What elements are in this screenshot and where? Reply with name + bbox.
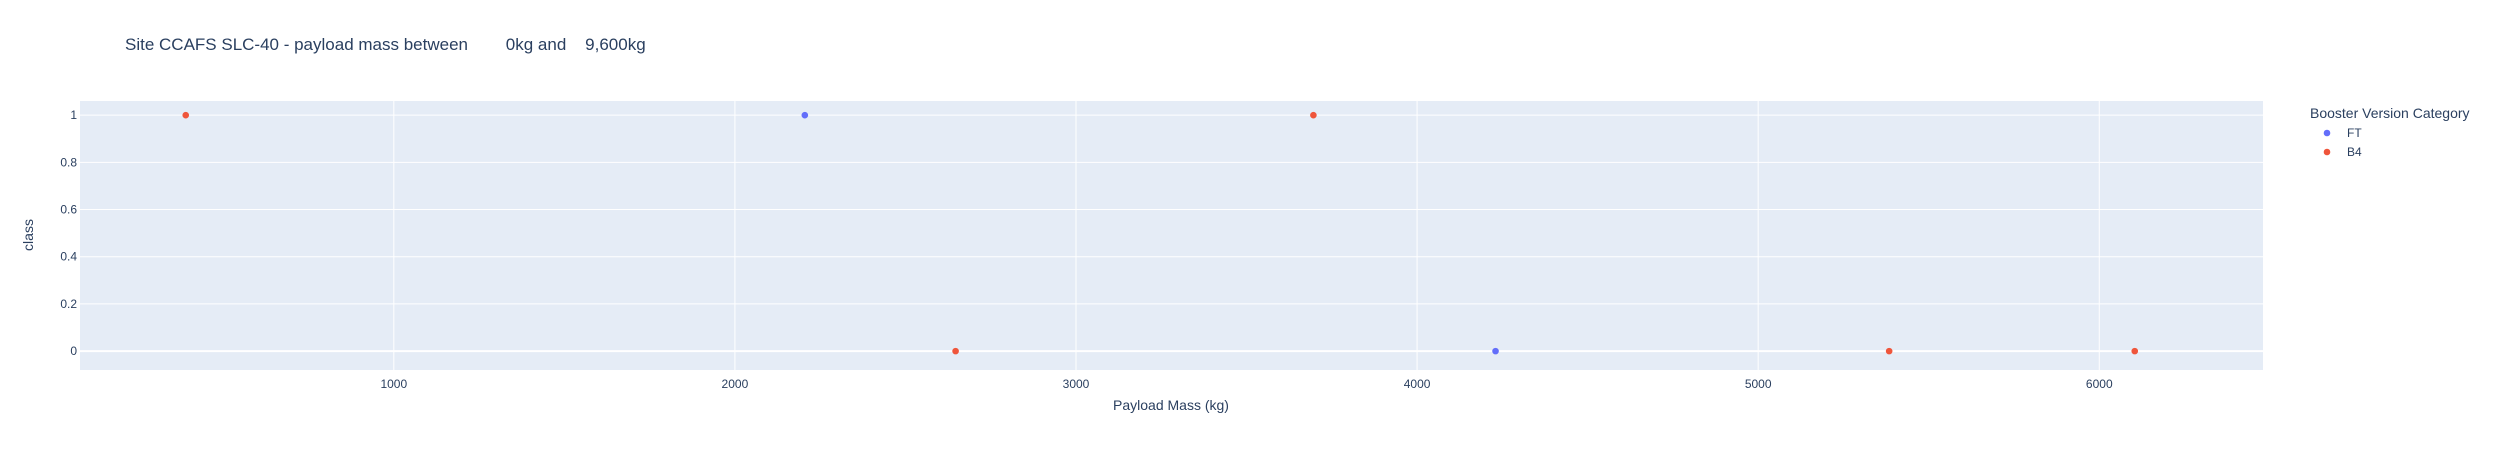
legend[interactable]: FT B4 (2323, 126, 2363, 159)
chart-title: Site CCAFS SLC-40 - payload mass between… (125, 35, 646, 54)
tick-labels: 1000 2000 3000 4000 5000 6000 0 0.2 0.4 0.6 0.8 1 (60, 108, 2113, 391)
data-point-ft (801, 111, 809, 119)
legend-marker (2323, 129, 2331, 137)
x-tick-label: 4000 (1404, 377, 1431, 391)
data-point-b4 (952, 347, 959, 355)
y-tick-label: 0 (70, 344, 77, 358)
y-tick-label: 1 (70, 108, 77, 122)
data-point-b4 (1885, 347, 1893, 355)
y-axis-title: class (20, 219, 36, 251)
x-tick-label: 3000 (1063, 377, 1090, 391)
legend-item-b4[interactable]: B4 (2323, 145, 2362, 159)
y-tick-label: 0.2 (60, 297, 77, 311)
plot-background (80, 101, 2263, 370)
y-tick-label: 0.6 (60, 203, 77, 217)
y-tick-label: 0.8 (60, 155, 77, 169)
data-point-b4 (182, 111, 190, 119)
legend-title: Booster Version Category (2310, 105, 2470, 121)
legend-label: B4 (2347, 145, 2362, 159)
x-tick-label: 2000 (722, 377, 749, 391)
legend-item-ft[interactable]: FT (2323, 126, 2363, 140)
x-tick-label: 1000 (380, 377, 407, 391)
x-tick-label: 5000 (1745, 377, 1772, 391)
data-point-b4 (2131, 347, 2139, 355)
grid-layer (80, 101, 2263, 370)
x-tick-label: 6000 (2086, 377, 2113, 391)
y-tick-label: 0.4 (60, 250, 77, 264)
legend-label: FT (2347, 126, 2362, 140)
x-axis-title: Payload Mass (kg) (1113, 397, 1229, 413)
data-point-ft (1492, 347, 1499, 355)
legend-marker (2323, 148, 2331, 156)
data-points (182, 111, 2139, 355)
data-point-b4 (1310, 111, 1317, 119)
